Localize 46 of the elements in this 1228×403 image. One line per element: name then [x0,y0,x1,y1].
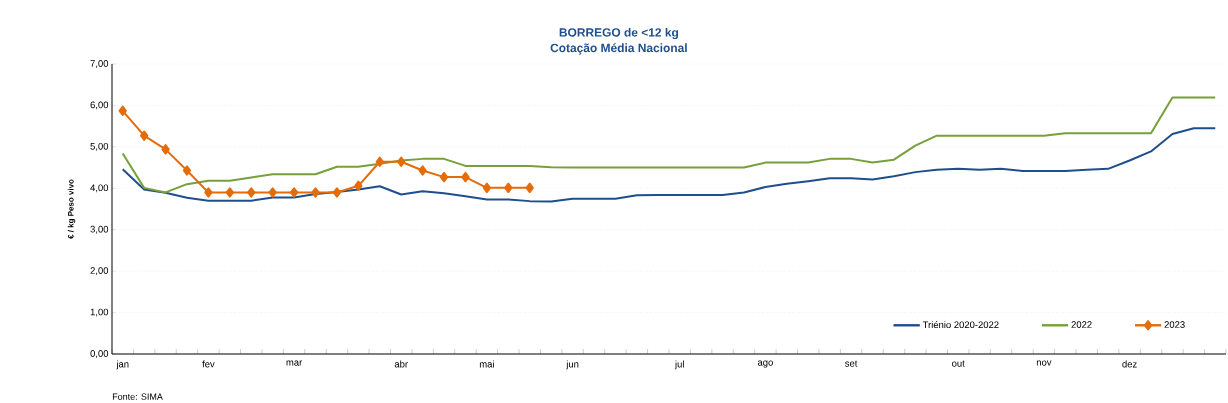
point [289,187,299,198]
y-tick-label: 3,00 [90,225,109,234]
y-tick-label: 6,00 [90,101,109,110]
point [204,187,213,198]
y-tick-label: 2,00 [90,267,109,276]
point [482,182,492,194]
point [182,165,192,176]
point [225,187,234,198]
point [375,156,384,167]
point [439,171,449,183]
chart-subtitle: Cotação Média Nacional [550,43,687,55]
x-tick-label: set [845,360,858,367]
source-note: Fonte: SIMA [112,393,163,400]
point [161,144,170,155]
x-tick-label: mar [286,360,303,366]
point [311,187,320,198]
x-tick-label: jul [674,360,684,370]
point [247,187,256,198]
point [461,171,470,183]
x-tick-label: mai [479,360,494,368]
y-tick-label: 7,00 [90,60,109,68]
y-tick-label: 5,00 [90,142,109,151]
x-tick-label: out [952,360,965,367]
point [397,156,406,167]
point [268,187,277,198]
point [418,165,427,176]
x-tick-label: ago [757,360,773,368]
chart-title: BORREGO de <12 kg [559,27,679,40]
x-tick-label: fev [202,360,215,368]
point [332,187,342,198]
y-tick-label: 1,00 [90,308,109,317]
point [525,182,534,194]
x-tick-label: nov [1036,360,1052,366]
x-tick-label: abr [394,360,408,368]
y-tick-label: 0,00 [90,350,109,358]
legend-label: 2022 [1071,321,1092,328]
x-tick-label: jun [566,360,579,370]
x-tick-label: dez [1122,360,1137,368]
point [118,105,127,117]
legend-label: 2023 [1164,321,1185,328]
point [354,180,363,191]
point [504,182,513,194]
x-tick-label: jan [116,360,129,370]
point [139,130,149,141]
y-tick-label: 4,00 [90,184,109,193]
legend-label: Triénio 2020-2022 [922,321,999,329]
